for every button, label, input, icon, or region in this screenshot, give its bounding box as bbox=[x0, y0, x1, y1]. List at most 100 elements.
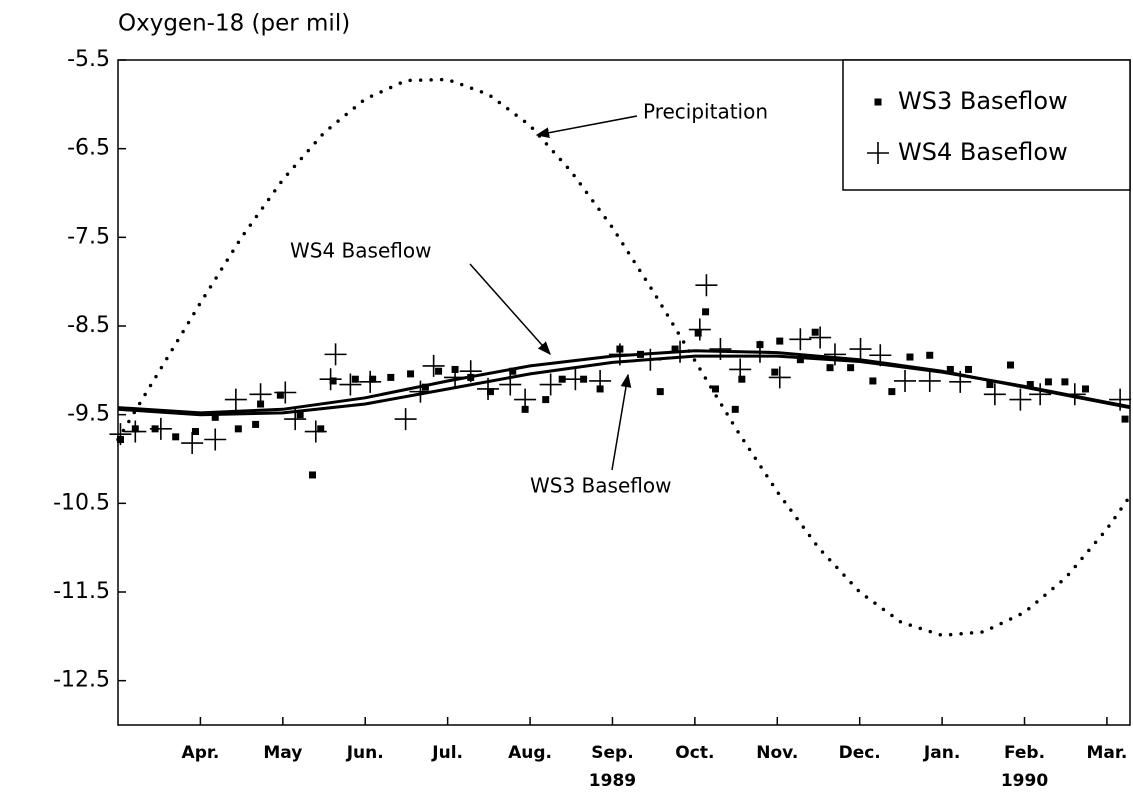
data-point bbox=[224, 388, 247, 411]
data-point bbox=[1081, 385, 1089, 393]
legend-marker bbox=[874, 98, 882, 106]
data-point bbox=[234, 425, 242, 433]
y-tick-label: -8.5 bbox=[67, 313, 110, 338]
year-label: 1989 bbox=[589, 771, 636, 791]
data-point bbox=[359, 370, 382, 393]
data-point bbox=[869, 377, 877, 385]
data-point bbox=[776, 337, 784, 345]
data-point bbox=[324, 343, 347, 366]
data-point bbox=[1109, 388, 1132, 411]
data-point bbox=[319, 368, 342, 391]
data-point bbox=[729, 358, 752, 381]
data-point bbox=[124, 420, 147, 443]
data-point bbox=[109, 423, 132, 446]
data-point bbox=[946, 365, 954, 373]
data-point bbox=[274, 381, 297, 404]
legend-box bbox=[842, 59, 1131, 191]
y-tick-label: -5.5 bbox=[67, 47, 110, 72]
data-point bbox=[1061, 378, 1069, 386]
data-point bbox=[1026, 381, 1034, 389]
data-point bbox=[296, 411, 304, 419]
data-point bbox=[172, 433, 180, 441]
data-point bbox=[688, 318, 711, 341]
plot-frame bbox=[117, 59, 1131, 726]
data-point bbox=[276, 391, 284, 399]
data-point bbox=[191, 428, 199, 436]
data-point bbox=[748, 340, 771, 363]
data-point bbox=[435, 367, 443, 375]
data-point bbox=[589, 369, 612, 392]
data-point bbox=[847, 364, 855, 372]
y-tick-label: -11.5 bbox=[53, 579, 110, 604]
annotation: WS4 Baseflow bbox=[290, 239, 431, 263]
x-tick-label: Nov. bbox=[756, 743, 798, 763]
data-point bbox=[252, 420, 260, 428]
annotation-arrow bbox=[535, 115, 638, 139]
data-point bbox=[702, 308, 710, 316]
data-point bbox=[558, 375, 566, 383]
data-point bbox=[514, 388, 537, 411]
y-tick-label: -10.5 bbox=[53, 490, 110, 515]
data-point bbox=[809, 326, 832, 349]
data-point bbox=[211, 413, 219, 421]
data-point bbox=[1063, 383, 1086, 406]
legend-label: WS3 Baseflow bbox=[898, 87, 1068, 115]
data-point bbox=[671, 345, 679, 353]
x-tick-label: Mar. bbox=[1087, 743, 1128, 763]
data-point bbox=[789, 328, 812, 351]
data-point bbox=[608, 343, 631, 366]
data-point bbox=[351, 375, 359, 383]
data-point bbox=[796, 356, 804, 364]
legend-marker bbox=[867, 142, 889, 164]
data-point bbox=[477, 377, 500, 400]
data-point bbox=[771, 368, 779, 376]
data-point bbox=[849, 338, 872, 361]
x-tick-label: Apr. bbox=[182, 743, 220, 763]
data-point bbox=[509, 367, 517, 375]
x-tick-label: Dec. bbox=[839, 743, 881, 763]
data-point bbox=[639, 348, 662, 371]
data-point bbox=[542, 396, 550, 404]
data-point bbox=[387, 373, 395, 381]
y-tick-label: -6.5 bbox=[67, 136, 110, 161]
year-label: 1990 bbox=[1001, 771, 1048, 791]
data-point bbox=[409, 380, 432, 403]
data-point bbox=[986, 381, 994, 389]
data-point bbox=[1007, 361, 1015, 369]
y-tick-label: -9.5 bbox=[67, 402, 110, 427]
data-point bbox=[894, 369, 917, 392]
annotation: WS3 Baseflow bbox=[530, 474, 671, 498]
data-point bbox=[636, 350, 644, 358]
data-point bbox=[926, 351, 934, 359]
data-point bbox=[1029, 383, 1052, 406]
data-point bbox=[1121, 415, 1129, 423]
data-point bbox=[695, 274, 718, 297]
data-point bbox=[656, 388, 664, 396]
data-point bbox=[284, 408, 307, 431]
data-point bbox=[823, 343, 846, 366]
data-point bbox=[869, 344, 892, 367]
y-tick-label: -12.5 bbox=[53, 668, 110, 693]
data-point bbox=[394, 408, 417, 431]
annotation: Precipitation bbox=[643, 100, 768, 124]
data-point bbox=[486, 388, 494, 396]
data-point bbox=[906, 353, 914, 361]
data-point bbox=[709, 338, 732, 361]
annotation-arrow bbox=[469, 263, 551, 356]
legend-label: WS4 Baseflow bbox=[898, 138, 1068, 166]
data-point bbox=[564, 368, 587, 391]
x-tick-label: Jul. bbox=[431, 743, 463, 763]
x-tick-label: May bbox=[263, 743, 302, 763]
data-point bbox=[317, 425, 325, 433]
x-tick-label: Aug. bbox=[508, 743, 552, 763]
data-point bbox=[669, 340, 692, 363]
data-point bbox=[888, 388, 896, 396]
data-point bbox=[407, 370, 415, 378]
data-point bbox=[249, 383, 272, 406]
curve bbox=[117, 354, 1131, 417]
data-point bbox=[499, 373, 522, 396]
data-point bbox=[768, 366, 791, 389]
data-point bbox=[826, 364, 834, 372]
data-point bbox=[369, 375, 377, 383]
